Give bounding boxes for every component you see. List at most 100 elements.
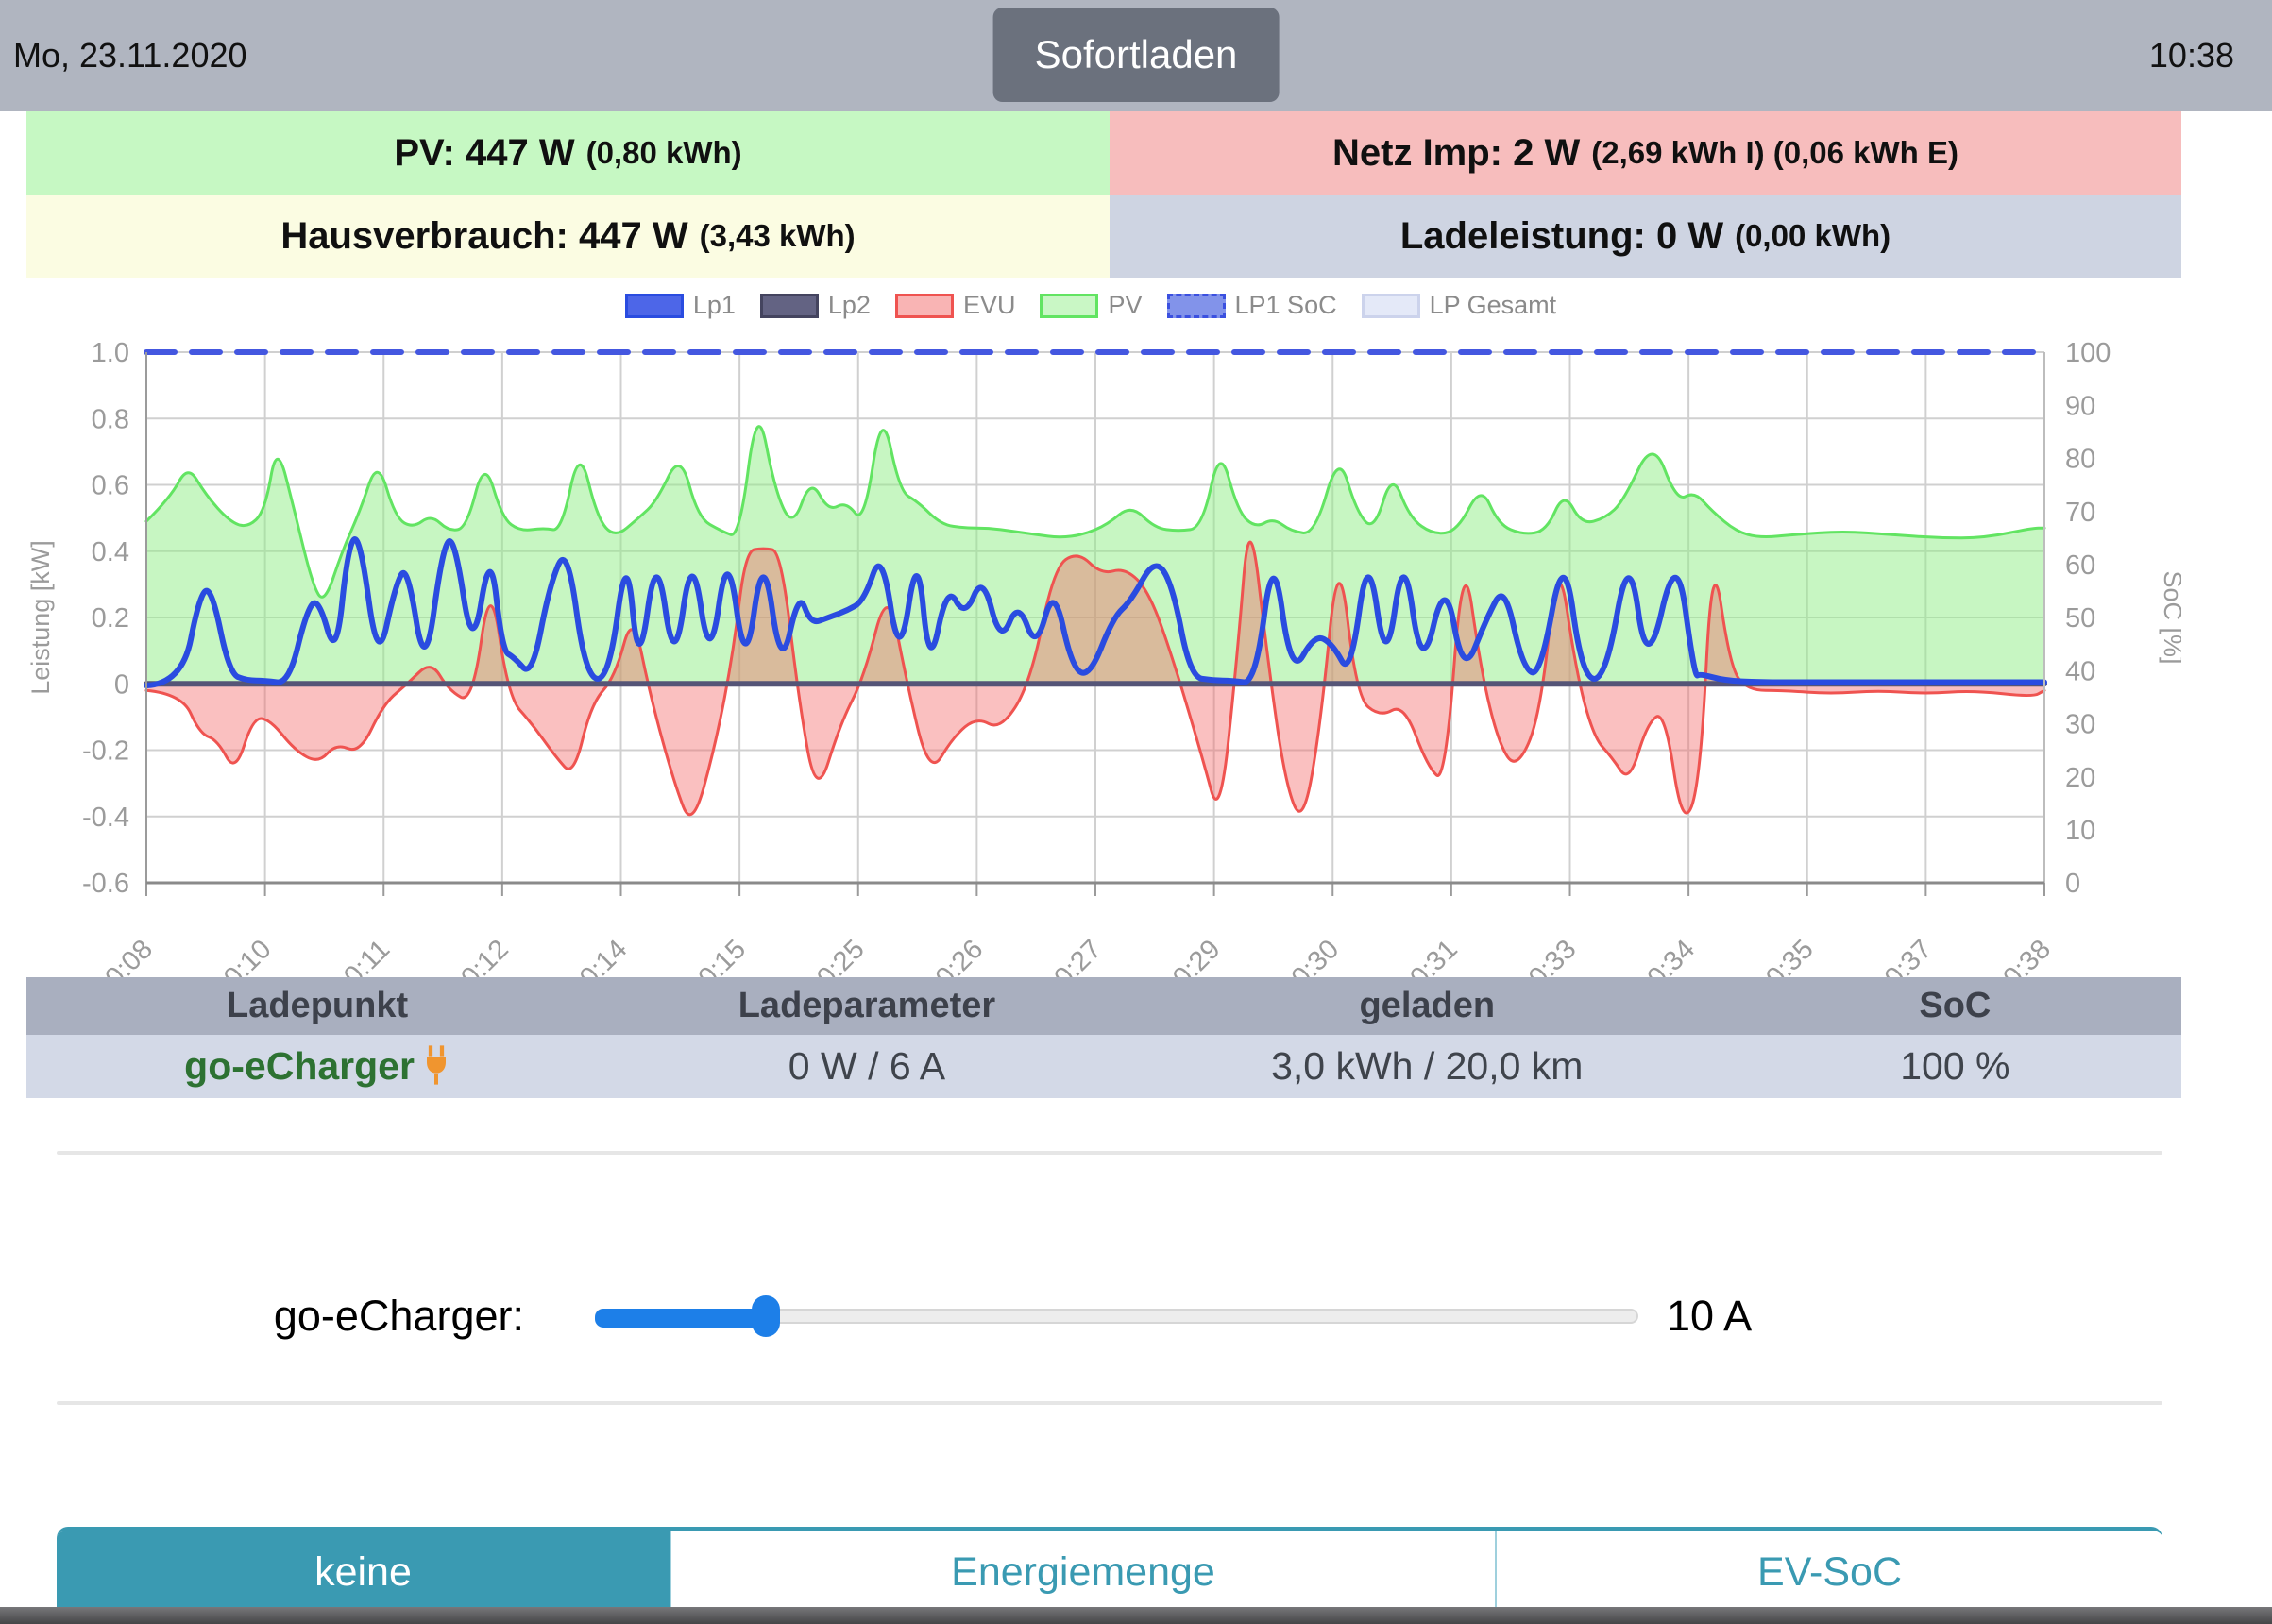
legend-label: PV bbox=[1108, 291, 1143, 319]
legend-label: Lp1 bbox=[692, 291, 736, 319]
y-tick-label-left: 0.8 bbox=[92, 404, 129, 434]
tab-keine[interactable]: keine bbox=[57, 1531, 670, 1615]
y-tick-label-right: 80 bbox=[2065, 445, 2095, 475]
slider-fill bbox=[595, 1309, 769, 1328]
chargepoint-cell: go-eCharger bbox=[26, 1035, 609, 1098]
y-tick-label-right: 90 bbox=[2065, 391, 2095, 421]
slider-label: go-eCharger: bbox=[273, 1292, 524, 1340]
y-tick-label-left: 0.4 bbox=[92, 537, 129, 567]
y-tick-label-right: 100 bbox=[2065, 338, 2111, 368]
table-header-row: Ladepunkt Ladeparameter geladen SoC bbox=[26, 977, 2181, 1035]
pv-power: PV: 447 W bbox=[394, 131, 575, 174]
current-slider-row: go-eCharger: 10 A bbox=[26, 1286, 2181, 1346]
legend-swatch-icon bbox=[894, 293, 954, 318]
y-tick-label-left: -0.6 bbox=[82, 869, 129, 899]
chargepoint-name: go-eCharger bbox=[184, 1044, 415, 1088]
x-tick-label: 10:11 bbox=[328, 934, 396, 977]
slider-value: 10 A bbox=[1667, 1292, 1753, 1340]
status-grid: PV: 447 W (0,80 kWh) Netz Imp: 2 W (2,69… bbox=[26, 111, 2181, 278]
x-tick-label: 10:14 bbox=[564, 934, 634, 977]
x-tick-label: 10:15 bbox=[682, 934, 752, 977]
y-tick-label-right: 30 bbox=[2065, 710, 2095, 740]
y-tick-label-right: 20 bbox=[2065, 763, 2095, 793]
house-power: Hausverbrauch: 447 W bbox=[280, 214, 688, 257]
divider bbox=[57, 1401, 2162, 1405]
tab-Energiemenge[interactable]: Energiemenge bbox=[669, 1531, 1496, 1615]
charge-power: Ladeleistung: 0 W bbox=[1399, 214, 1724, 257]
legend-item-PV[interactable]: PV bbox=[1040, 291, 1143, 320]
grid-power: Netz Imp: 2 W bbox=[1332, 131, 1581, 174]
legend-item-EVU[interactable]: EVU bbox=[894, 291, 1015, 320]
grid-energy: (2,69 kWh I) (0,06 kWh E) bbox=[1591, 135, 1958, 170]
pv-energy: (0,80 kWh) bbox=[585, 135, 742, 170]
legend-item-Lp2[interactable]: Lp2 bbox=[759, 291, 871, 320]
status-house: Hausverbrauch: 447 W (3,43 kWh) bbox=[26, 195, 1110, 278]
bottom-window-edge bbox=[0, 1607, 2272, 1624]
date-label: Mo, 23.11.2020 bbox=[13, 36, 247, 75]
x-tick-label: 10:34 bbox=[1631, 934, 1701, 977]
power-chart: 1.0 0.8 0.6 0.4 0.2 0 -0.2 -0.4 -0.6 100 90 80 70 60 5… bbox=[0, 278, 2272, 977]
x-tick-label: 10:26 bbox=[919, 934, 989, 977]
legend-item-Lp1[interactable]: Lp1 bbox=[624, 291, 736, 320]
chargepoint-table: Ladepunkt Ladeparameter geladen SoC go-eCha… bbox=[26, 977, 2181, 1098]
divider bbox=[57, 1151, 2162, 1155]
status-pv: PV: 447 W (0,80 kWh) bbox=[26, 111, 1110, 195]
legend-label: Lp2 bbox=[827, 291, 871, 319]
tab-EV-SoC[interactable]: EV-SoC bbox=[1495, 1531, 2162, 1615]
y-axis-title-left: Leistung [kW] bbox=[26, 540, 55, 695]
y-tick-label-left: 1.0 bbox=[92, 338, 129, 368]
x-tick-label: 10:33 bbox=[1513, 934, 1583, 977]
y-tick-label-right: 70 bbox=[2065, 498, 2095, 528]
soc-cell: 100 % bbox=[1728, 1035, 2181, 1098]
legend-item-LP1 SoC[interactable]: LP1 SoC bbox=[1166, 291, 1337, 320]
time-label: 10:38 bbox=[2148, 36, 2234, 75]
legend-swatch-icon bbox=[759, 293, 819, 318]
legend-swatch-icon bbox=[1361, 293, 1420, 318]
legend-label: LP1 SoC bbox=[1234, 291, 1337, 319]
y-tick-label-left: 0 bbox=[114, 669, 129, 700]
table-row: go-eCharger 0 W / 6 A 3,0 kWh / 20,0 km 10… bbox=[26, 1035, 2181, 1098]
slider-thumb[interactable] bbox=[752, 1295, 781, 1337]
column-header-geladen: geladen bbox=[1125, 977, 1729, 1035]
chart-svg: 1.00.80.60.40.20-0.2-0.4-0.6100908070605… bbox=[26, 338, 2181, 977]
y-tick-label-left: -0.4 bbox=[82, 803, 129, 833]
series-area-PV bbox=[146, 426, 2044, 685]
series-line-PV bbox=[144, 425, 2046, 599]
x-tick-label: 10:38 bbox=[1987, 934, 2057, 977]
table-body: go-eCharger 0 W / 6 A 3,0 kWh / 20,0 km 10… bbox=[26, 1035, 2181, 1098]
x-tick-label: 10:25 bbox=[801, 934, 871, 977]
y-tick-label-right: 10 bbox=[2065, 816, 2095, 846]
legend-swatch-icon bbox=[1166, 293, 1226, 318]
plug-icon bbox=[426, 1045, 446, 1085]
current-slider[interactable] bbox=[595, 1295, 1638, 1337]
y-tick-label-right: 50 bbox=[2065, 603, 2095, 634]
top-bar: Mo, 23.11.2020 Sofortladen 10:38 bbox=[0, 0, 2272, 111]
status-charge: Ladeleistung: 0 W (0,00 kWh) bbox=[1110, 195, 2181, 278]
y-tick-label-right: 60 bbox=[2065, 550, 2095, 581]
legend-item-LP Gesamt[interactable]: LP Gesamt bbox=[1361, 291, 1557, 320]
y-tick-label-left: 0.6 bbox=[92, 471, 129, 501]
y-axis-title-right: SoC [%] bbox=[2159, 570, 2181, 664]
house-energy: (3,43 kWh) bbox=[699, 218, 856, 253]
x-tick-label: 10:10 bbox=[208, 934, 278, 977]
charge-energy: (0,00 kWh) bbox=[1735, 218, 1891, 253]
x-tick-label: 10:12 bbox=[445, 934, 515, 977]
legend-label: LP Gesamt bbox=[1429, 291, 1557, 319]
ladeparameter-cell: 0 W / 6 A bbox=[608, 1035, 1126, 1098]
column-header-Ladepunkt: Ladepunkt bbox=[26, 977, 609, 1035]
x-tick-label: 10:27 bbox=[1038, 934, 1108, 977]
column-header-Ladeparameter: Ladeparameter bbox=[608, 977, 1126, 1035]
x-tick-label: 10:31 bbox=[1394, 934, 1464, 977]
legend-swatch-icon bbox=[1040, 293, 1099, 318]
sofortladen-button[interactable]: Sofortladen bbox=[992, 8, 1280, 102]
column-header-SoC: SoC bbox=[1728, 977, 2181, 1035]
status-grid-import: Netz Imp: 2 W (2,69 kWh I) (0,06 kWh E) bbox=[1110, 111, 2181, 195]
x-tick-label: 10:08 bbox=[89, 934, 159, 977]
x-tick-label: 10:37 bbox=[1868, 934, 1938, 977]
charge-limit-tabbar: keine Energiemenge EV-SoC bbox=[57, 1527, 2162, 1615]
series-line-Lp1 bbox=[144, 536, 2047, 688]
y-tick-label-right: 0 bbox=[2065, 869, 2080, 899]
legend-swatch-icon bbox=[624, 293, 684, 318]
y-tick-label-right: 40 bbox=[2065, 656, 2095, 686]
y-tick-label-left: 0.2 bbox=[92, 603, 129, 634]
